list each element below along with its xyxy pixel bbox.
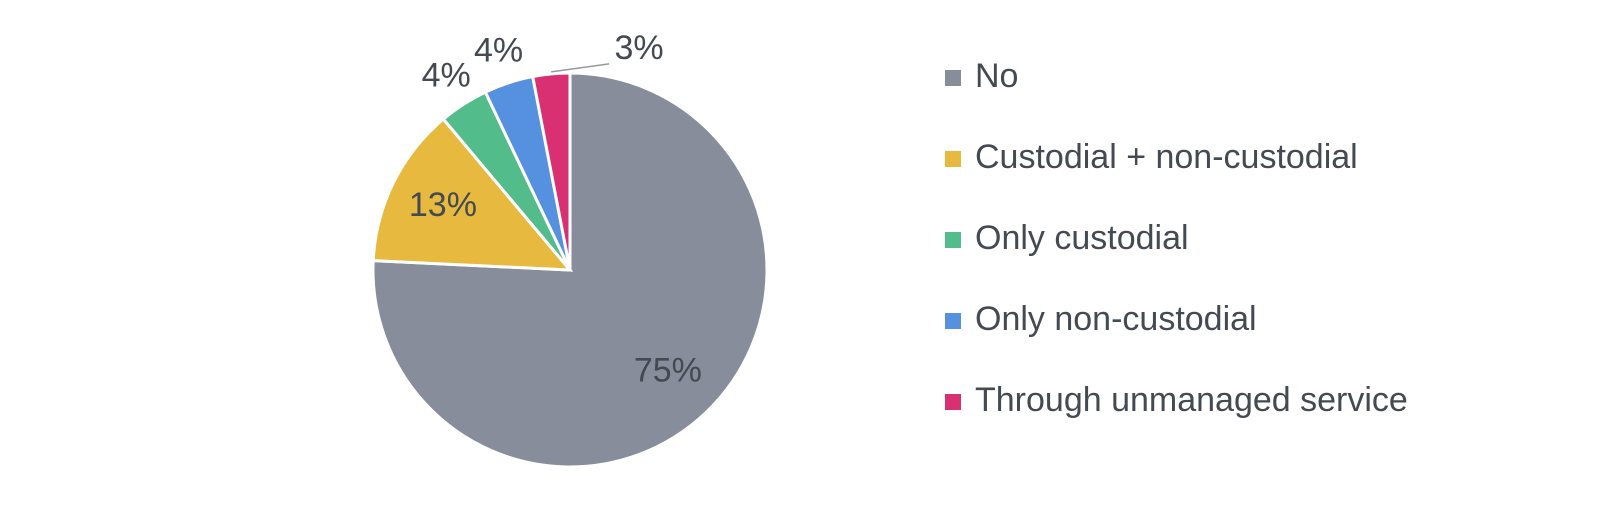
data-label: 75% xyxy=(634,352,702,390)
legend-swatch xyxy=(945,313,961,329)
legend-swatch xyxy=(945,232,961,248)
data-label: 13% xyxy=(409,186,477,224)
legend-swatch xyxy=(945,151,961,167)
legend-label: Through unmanaged service xyxy=(975,381,1408,419)
legend-label: No xyxy=(975,57,1018,95)
data-label: 3% xyxy=(615,29,664,67)
legend-label: Custodial + non-custodial xyxy=(975,138,1358,176)
legend-label: Only non-custodial xyxy=(975,300,1257,338)
pie-slice xyxy=(371,71,769,469)
pie-slice xyxy=(371,116,574,272)
legend-label: Only custodial xyxy=(975,219,1189,257)
pie-slice xyxy=(530,71,572,271)
leader-line xyxy=(550,63,610,73)
legend-swatch xyxy=(945,70,961,86)
data-label: 4% xyxy=(422,56,471,94)
legend-swatch xyxy=(945,394,961,410)
data-label: 4% xyxy=(474,31,523,69)
